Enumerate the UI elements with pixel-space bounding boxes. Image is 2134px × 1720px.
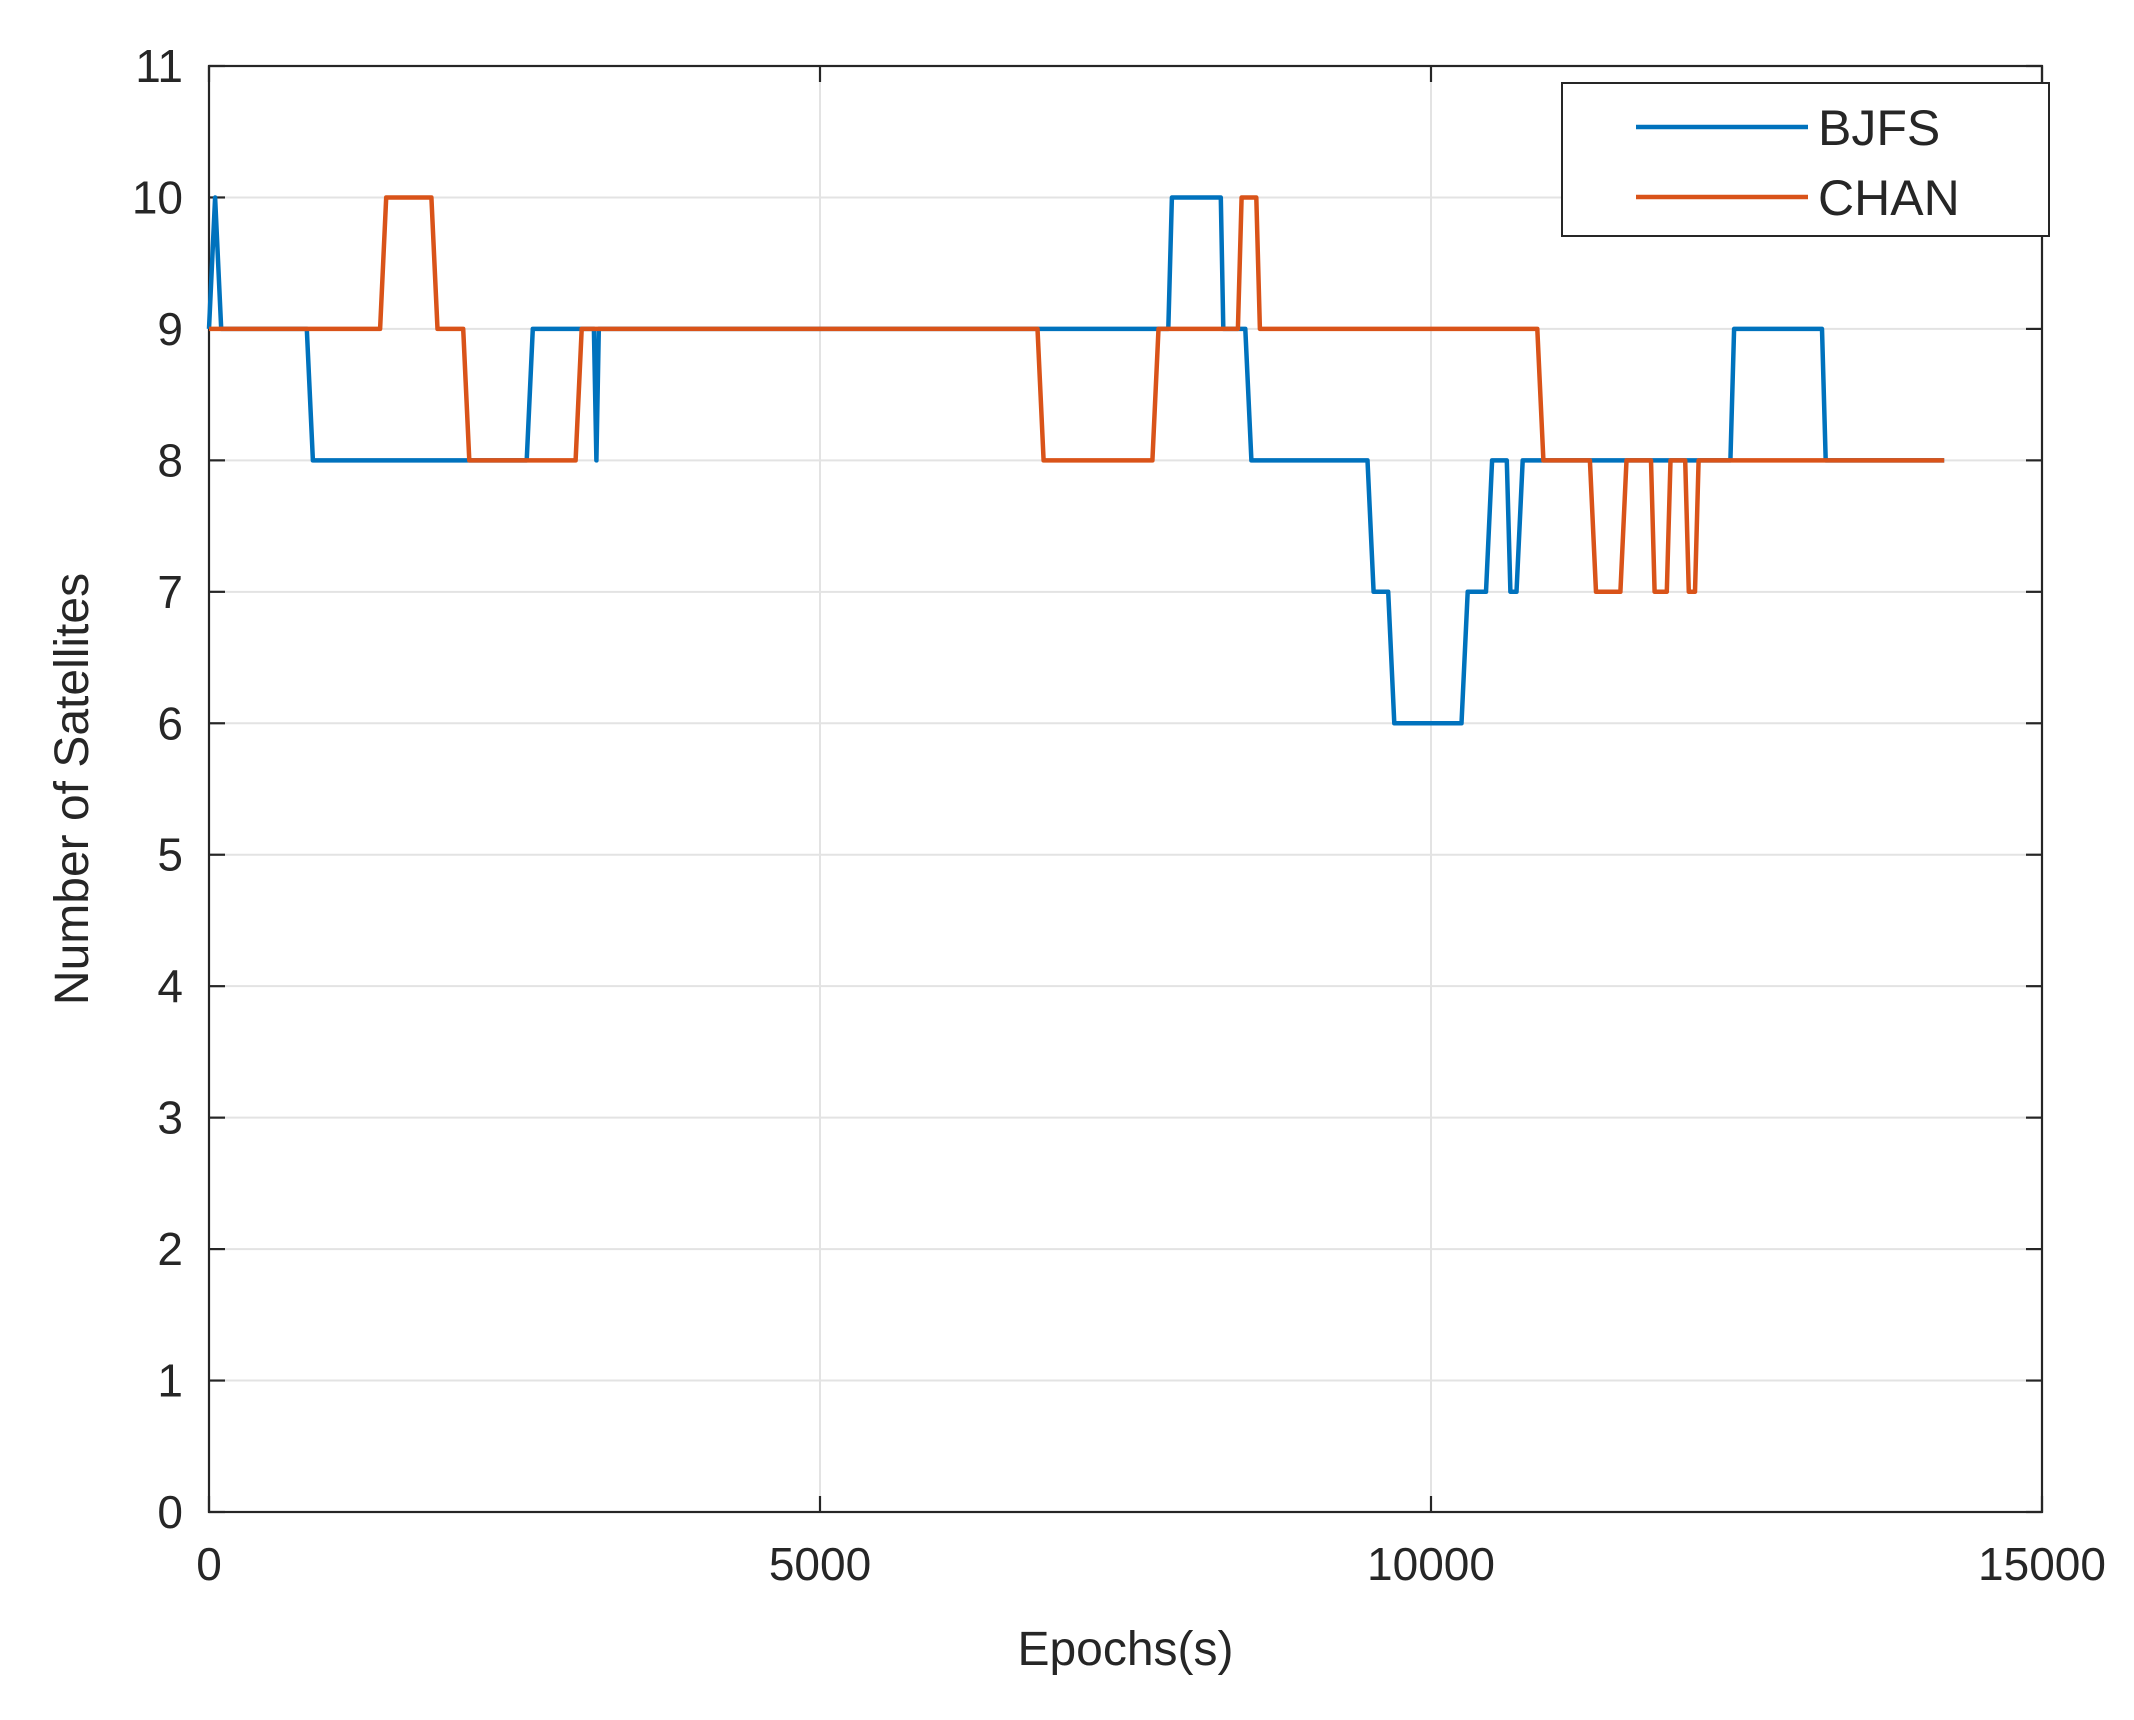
plot-area <box>209 66 2042 1512</box>
y-tick-label: 10 <box>132 171 183 223</box>
y-tick-label: 0 <box>157 1486 183 1538</box>
y-tick-label: 2 <box>157 1223 183 1275</box>
y-tick-label: 8 <box>157 434 183 486</box>
legend-box <box>1561 82 2050 237</box>
x-tick-label: 0 <box>196 1538 222 1590</box>
legend-label-bjfs: BJFS <box>1818 100 1940 156</box>
series-layer <box>206 195 1945 726</box>
y-tick-label: 5 <box>157 829 183 881</box>
y-axis-label: Number of Satellites <box>46 573 99 1005</box>
y-tick-label: 1 <box>157 1355 183 1407</box>
y-tick-label: 9 <box>157 303 183 355</box>
x-tick-label: 10000 <box>1367 1538 1495 1590</box>
series-line-bjfs <box>206 195 1945 726</box>
y-tick-label: 11 <box>135 40 183 92</box>
x-axis-label: Epochs(s) <box>1017 1623 1233 1676</box>
y-tick-label: 7 <box>157 566 183 618</box>
legend-label-chan: CHAN <box>1818 170 1960 226</box>
x-tick-label: 5000 <box>769 1538 871 1590</box>
series-line-chan <box>209 195 1945 595</box>
y-tick-label: 4 <box>157 960 183 1012</box>
axes-box <box>207 64 2044 1514</box>
x-tick-label: 15000 <box>1978 1538 2106 1590</box>
y-tick-label: 3 <box>157 1092 183 1144</box>
legend: BJFS CHAN <box>1561 82 2050 237</box>
axes-layer: 0 5000 10000 15000 0 1 2 3 4 5 6 7 8 9 10 11 <box>132 40 2106 1590</box>
y-tick-label: 6 <box>157 697 183 749</box>
grid-layer <box>209 66 2042 1512</box>
